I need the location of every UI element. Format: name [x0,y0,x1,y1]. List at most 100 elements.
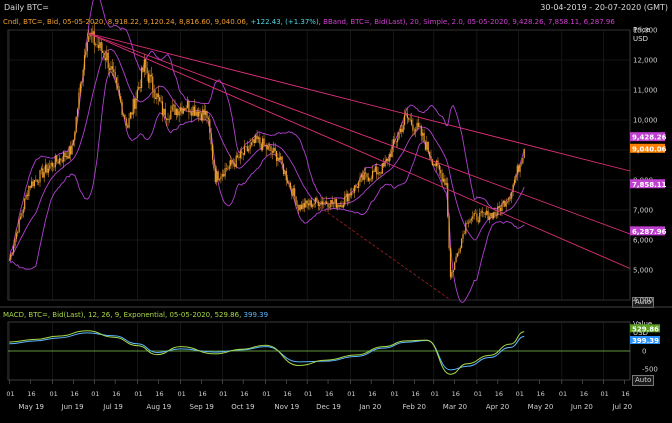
candle-body [26,194,29,197]
candle-body [481,211,484,213]
value-axis-title: Value USD [633,320,652,338]
candle-body [164,108,166,119]
candle-body [35,179,37,181]
candle-body [207,117,209,120]
candle-body [68,146,70,159]
candle-body [456,253,459,257]
candle-body [378,172,381,173]
month-tick-label: Jul 19 [102,403,123,411]
candle-body [249,144,251,149]
candle-body [305,200,307,208]
candle-body [328,207,331,208]
candle-body [291,188,293,196]
candle-body [444,178,446,185]
candle-body [429,152,431,157]
candle-body [520,163,523,165]
candle-body [29,186,31,188]
candle-body [107,52,109,69]
candle-body [39,170,41,183]
candle-body [47,168,49,173]
price-tag-label: 9,040.06 [632,145,667,153]
candle-body [430,156,432,160]
month-tick-label: Apr 20 [486,403,509,411]
candle-body [321,201,324,205]
candle-body [346,193,349,202]
candle-body [423,132,425,142]
month-tick-label: Jun 20 [570,403,593,411]
day-tick-label: 01 [431,390,439,398]
day-tick-label: 16 [580,390,588,398]
candle-body [442,178,445,182]
candle-body [412,124,414,131]
candle-body [284,170,286,174]
candle-body [420,125,422,136]
candle-body [287,180,289,184]
band-legend: BBand, BTC=, Bid(Last), 20, Simple, 2.0,… [323,18,615,26]
candle-body [179,107,182,112]
bband-lower-line [8,70,525,303]
candle-body [330,199,332,208]
candle-body [523,148,525,159]
candle-body [255,135,257,144]
day-tick-label: 16 [325,390,333,398]
trendline-1 [87,32,631,172]
candle-body [409,119,411,121]
price-tick-label: 7,000 [633,207,653,215]
candle-body [401,128,403,133]
candle-body [366,173,368,178]
day-tick-label: 01 [178,390,186,398]
macd-auto-button[interactable]: Auto [632,375,655,386]
candle-body [266,144,268,150]
candle-body [267,145,269,150]
candle-body [203,109,205,115]
candle-body [231,160,233,164]
candle-body [218,179,221,180]
candle-body [202,109,204,121]
candle-body [467,222,470,224]
candle-body [217,171,219,180]
candle-body [424,141,427,150]
candle-body [206,111,208,118]
candle-body [441,173,443,182]
candle-body [245,146,247,147]
candle-body [351,193,353,196]
macd-tick-label: 0 [642,348,646,356]
candle-body [484,213,486,215]
candle-body [274,147,276,152]
day-tick-label: 01 [219,390,227,398]
candle-body [319,204,321,206]
candle-body [395,140,397,142]
candle-body [248,148,250,152]
candle-body [129,112,132,119]
candle-body [163,108,165,115]
candle-body [135,98,137,109]
candle-body [298,204,300,211]
candle-body [341,205,343,208]
candle-body [342,204,344,208]
candle-body [376,166,378,175]
candle-body [238,157,240,159]
candle-body [95,44,97,46]
candle-body [189,112,191,113]
month-tick-label: Dec 19 [316,403,341,411]
price-tag-box [630,179,665,189]
candle-body [358,181,360,189]
candle-body [458,251,460,254]
candle-body [166,118,168,120]
candle-body [182,108,184,114]
candle-body [85,51,87,56]
candle-body [40,168,42,171]
candle-body [317,201,319,206]
candle-body [275,151,278,161]
candle-body [310,200,312,207]
candle-body [65,155,68,157]
candle-body [260,143,262,150]
candle-body [86,41,88,52]
candle-body [32,181,34,187]
candle-body [403,115,406,126]
candle-body [111,66,113,70]
candle-body [79,83,81,93]
macd-tag-box [630,336,660,345]
candle-body [145,59,147,68]
